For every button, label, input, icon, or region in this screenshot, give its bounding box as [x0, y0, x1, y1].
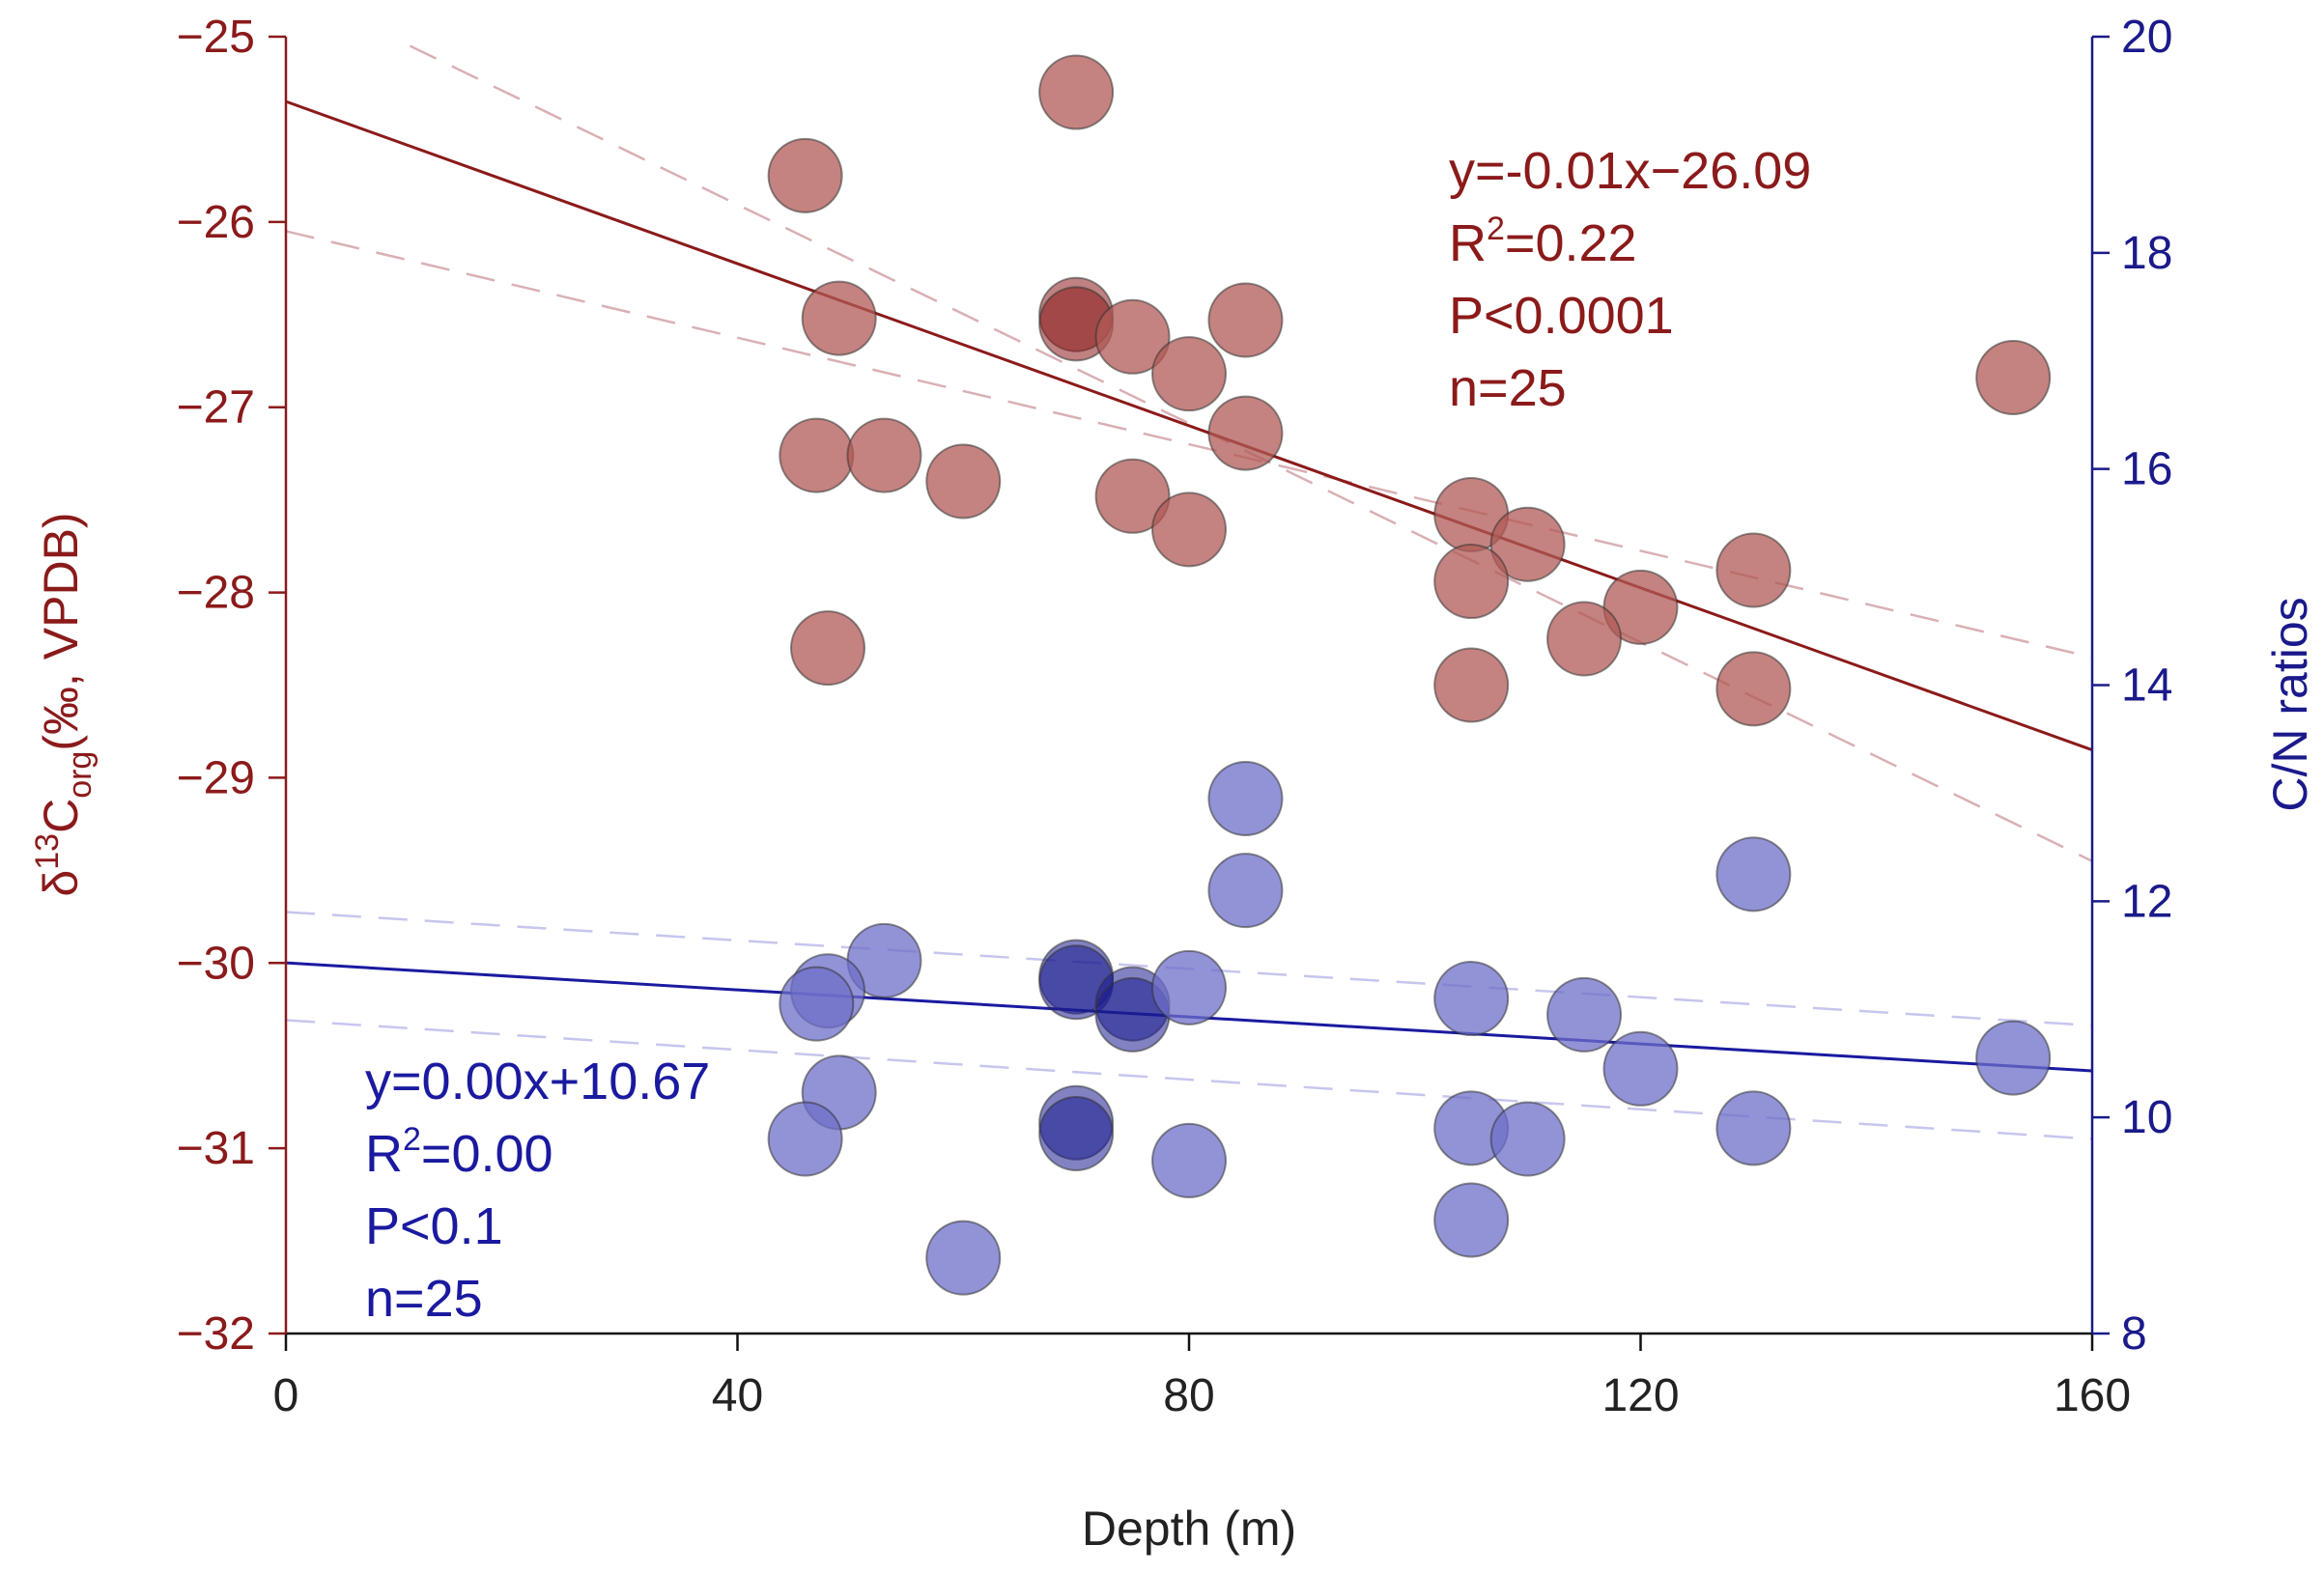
red-regression-annotation: y=-0.01x−26.09 R2=0.22 P<0.0001 n=25: [1449, 142, 1811, 417]
left-y-tick-label: −25: [177, 12, 255, 63]
left-y-tick-label: −30: [177, 938, 255, 989]
x-tick-label: 0: [273, 1370, 299, 1421]
axis-ticks: 0 40 80 120 160 −32 −31 −30 −29 −28 −27 −26 −25 8 10 12…: [177, 12, 2173, 1421]
red-r-squared: R2=0.22: [1449, 211, 1637, 272]
red-data-point: [1715, 532, 1792, 608]
regression-lines: [285, 99, 2093, 1073]
blue-equation: y=0.00x+10.67: [365, 1053, 710, 1110]
axes: 0 40 80 120 160 −32 −31 −30 −29 −28 −27 −26 −25 8 10 12…: [177, 12, 2173, 1421]
left-y-tick-label: −31: [177, 1123, 255, 1174]
unit-label: (‰, VPDB): [34, 512, 88, 750]
blue-data-point: [1975, 1020, 2052, 1096]
blue-sample-size: n=25: [365, 1270, 483, 1328]
red-data-point: [1715, 651, 1792, 727]
right-y-tick-label: 8: [2121, 1308, 2147, 1360]
red-data-point: [801, 280, 877, 356]
right-y-tick-label: 16: [2121, 444, 2172, 495]
blue-data-point: [1038, 1095, 1115, 1171]
red-data-point: [1546, 601, 1623, 677]
blue-data-point: [1602, 1030, 1679, 1107]
blue-regression-annotation: y=0.00x+10.67 R2=0.00 P<0.1 n=25: [365, 1053, 710, 1328]
data-points: [767, 54, 2052, 1296]
left-y-tick-label: −32: [177, 1308, 255, 1360]
right-y-tick-label: 14: [2121, 660, 2172, 712]
red-data-point: [1094, 458, 1171, 534]
red-data-point: [1433, 647, 1510, 723]
left-y-tick-label: −26: [177, 197, 255, 248]
red-data-point: [846, 417, 922, 493]
x-tick-label: 80: [1163, 1370, 1214, 1421]
red-data-point: [767, 137, 843, 213]
red-data-point: [790, 610, 865, 687]
red-data-point: [1489, 506, 1566, 582]
blue-data-point: [925, 1220, 1002, 1296]
blue-data-point: [779, 966, 855, 1042]
blue-data-point: [1489, 1101, 1566, 1177]
red-data-point: [779, 417, 855, 493]
left-y-tick-label: −29: [177, 752, 255, 803]
right-y-tick-label: 12: [2121, 876, 2172, 927]
blue-data-point: [1151, 949, 1227, 1025]
blue-data-point: [1433, 961, 1510, 1037]
red-p-value: P<0.0001: [1449, 287, 1674, 345]
red-sample-size: n=25: [1449, 359, 1567, 417]
red-data-point: [1975, 340, 2052, 416]
element-subscript: org: [62, 751, 99, 799]
red-data-point: [1038, 54, 1115, 130]
right-y-tick-label: 10: [2121, 1092, 2172, 1143]
blue-data-point: [1207, 761, 1284, 837]
element-symbol: C: [34, 799, 88, 833]
x-tick-label: 40: [712, 1370, 763, 1421]
x-axis-title: Depth (m): [1082, 1502, 1296, 1556]
delta-symbol: δ: [34, 870, 88, 897]
red-data-point: [1151, 492, 1227, 568]
red-data-point: [1094, 298, 1171, 375]
red-data-point: [1207, 395, 1284, 471]
right-y-tick-label: 18: [2121, 228, 2172, 279]
red-data-point: [1151, 336, 1227, 412]
blue-data-point: [1207, 853, 1284, 929]
x-tick-label: 160: [2054, 1370, 2131, 1421]
blue-data-point: [1715, 836, 1792, 913]
blue-p-value: P<0.1: [365, 1197, 503, 1255]
mass-number: 13: [29, 833, 66, 870]
red-data-point: [925, 443, 1002, 520]
blue-data-point: [1715, 1090, 1792, 1166]
blue-data-point: [1433, 1182, 1510, 1258]
left-y-tick-label: −28: [177, 568, 255, 619]
blue-data-point: [767, 1101, 843, 1177]
left-y-axis-title: δ13Corg(‰, VPDB): [29, 512, 99, 896]
red-confidence-lower: [285, 230, 2093, 659]
left-y-tick-label: −27: [177, 382, 255, 434]
red-data-point: [1207, 282, 1284, 358]
red-data-point: [1433, 544, 1510, 620]
blue-r-squared: R2=0.00: [365, 1121, 553, 1183]
blue-data-point: [1546, 976, 1623, 1053]
right-y-axis-title: C/N ratios: [2263, 597, 2317, 811]
red-regression-line: [285, 99, 2093, 752]
red-equation: y=-0.01x−26.09: [1449, 142, 1811, 200]
blue-data-point: [1151, 1122, 1227, 1198]
blue-confidence-lower: [285, 1019, 2093, 1140]
right-y-tick-label: 20: [2121, 12, 2172, 63]
x-tick-label: 120: [1601, 1370, 1679, 1421]
